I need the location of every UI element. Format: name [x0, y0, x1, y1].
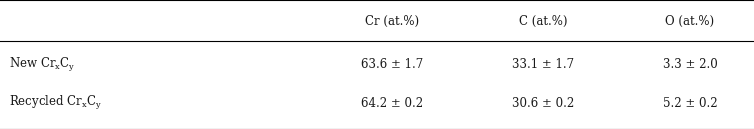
Text: 3.3 ± 2.0: 3.3 ± 2.0: [663, 58, 717, 71]
Text: Recycled $\mathregular{Cr_xC_y}$: Recycled $\mathregular{Cr_xC_y}$: [9, 94, 102, 112]
Text: New $\mathregular{Cr_xC_y}$: New $\mathregular{Cr_xC_y}$: [9, 55, 75, 74]
Text: 30.6 ± 0.2: 30.6 ± 0.2: [512, 97, 574, 110]
Text: 33.1 ± 1.7: 33.1 ± 1.7: [512, 58, 574, 71]
Text: 63.6 ± 1.7: 63.6 ± 1.7: [361, 58, 423, 71]
Text: O (at.%): O (at.%): [665, 15, 715, 28]
Text: 5.2 ± 0.2: 5.2 ± 0.2: [663, 97, 717, 110]
Text: 64.2 ± 0.2: 64.2 ± 0.2: [361, 97, 423, 110]
Text: Cr (at.%): Cr (at.%): [365, 15, 419, 28]
Text: C (at.%): C (at.%): [519, 15, 567, 28]
